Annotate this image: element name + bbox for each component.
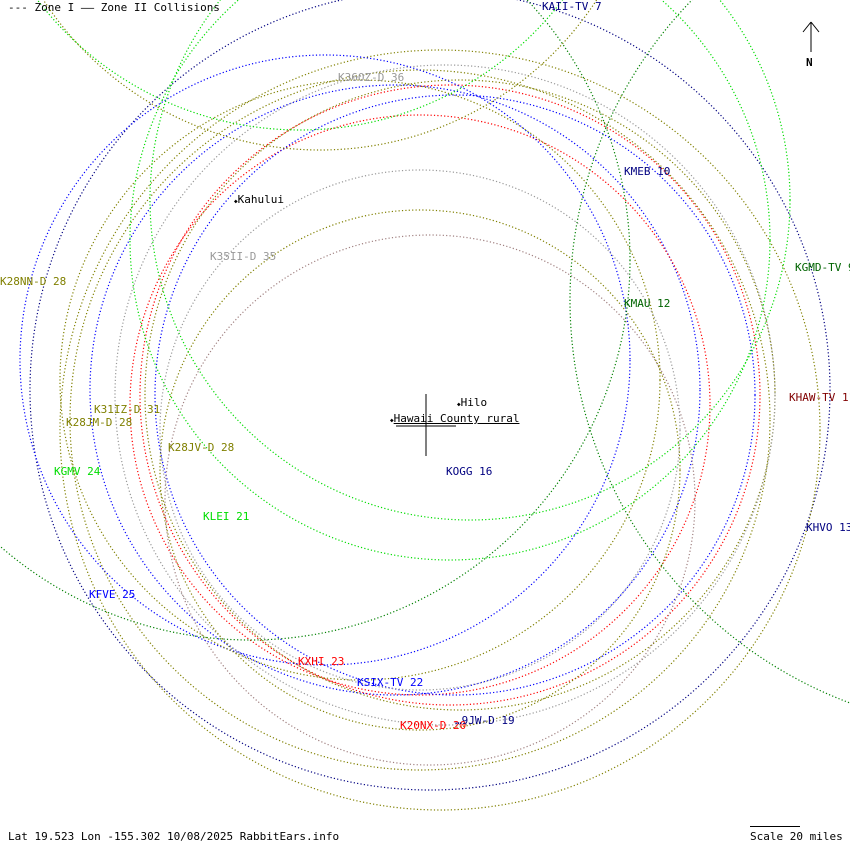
station-label[interactable]: K28JV-D 28 xyxy=(168,441,235,454)
coverage-contour xyxy=(89,84,701,696)
station-label[interactable]: K36OZ-D 36 xyxy=(338,71,405,84)
coverage-contour xyxy=(114,64,776,726)
coverage-contour xyxy=(59,49,821,811)
coverage-contour xyxy=(0,0,631,641)
station-label[interactable]: KMEB 10 xyxy=(624,165,671,178)
station-label[interactable]: KXHI 23 xyxy=(298,655,345,668)
station-label[interactable]: K28NN-D 28 xyxy=(0,275,67,288)
north-label: N xyxy=(806,56,813,69)
city-dot-icon: ◆ xyxy=(390,417,394,424)
scale-bar xyxy=(750,826,800,827)
station-label[interactable]: K31IZ-D 31 xyxy=(94,403,161,416)
north-arrow-icon xyxy=(802,21,820,52)
station-label[interactable]: KOGG 16 xyxy=(446,465,493,478)
footer-info: Lat 19.523 Lon -155.302 10/08/2025 Rabbi… xyxy=(8,830,340,843)
city-dot-icon: ◆ xyxy=(457,401,461,408)
station-label[interactable]: KGMD-TV 9 xyxy=(795,261,850,274)
legend-zone2: —— Zone II Collisions xyxy=(80,1,220,14)
coverage-contour xyxy=(36,0,564,131)
city-name: Kahului xyxy=(237,193,284,206)
city-marker: ◆Kahului xyxy=(234,193,284,206)
coverage-contour xyxy=(19,54,631,666)
coverage-contour xyxy=(164,234,696,766)
coverage-contour xyxy=(144,79,776,711)
coverage-contour xyxy=(129,114,711,696)
city-name: Hawaii County rural xyxy=(393,412,520,425)
city-name: Hilo xyxy=(460,396,488,409)
legend-zone1: --- Zone I xyxy=(8,1,75,14)
city-marker: ◆Hilo xyxy=(457,396,487,409)
coverage-contour xyxy=(569,0,850,704)
station-label[interactable]: KHVO 13 xyxy=(806,521,850,534)
station-label[interactable]: KGMV 24 xyxy=(54,465,101,478)
scale-label: Scale 20 miles xyxy=(750,830,843,843)
coverage-contour xyxy=(59,79,661,681)
coverage-contour xyxy=(42,0,598,151)
station-label[interactable]: K20NX-D 20 xyxy=(400,719,467,732)
station-label[interactable]: KMAU 12 xyxy=(624,297,671,310)
coverage-contour xyxy=(29,0,831,791)
coverage-contour xyxy=(129,0,771,561)
station-label[interactable]: K28JM-D 28 xyxy=(66,416,133,429)
station-label[interactable]: …9JW-D 19 xyxy=(455,714,515,727)
coverage-contour xyxy=(139,84,761,706)
station-label[interactable]: K35II-D 35 xyxy=(210,250,277,263)
coverage-contour xyxy=(154,94,756,696)
coverage-contour xyxy=(159,209,681,731)
station-label[interactable]: KLEI 21 xyxy=(203,510,250,523)
station-label[interactable]: KFVE 25 xyxy=(89,588,136,601)
legend: --- Zone I —— Zone II Collisions xyxy=(8,1,220,14)
city-dot-icon: ◆ xyxy=(234,198,238,205)
city-marker: ◆Hawaii County rural xyxy=(390,412,519,425)
coverage-contour xyxy=(69,69,771,771)
coverage-contour xyxy=(159,169,681,691)
station-label[interactable]: KAII-TV 7 xyxy=(542,0,602,13)
station-label[interactable]: KSIX-TV 22 xyxy=(357,676,424,689)
station-label[interactable]: KHAW-TV 11 xyxy=(789,391,850,404)
coverage-contour xyxy=(149,0,791,521)
